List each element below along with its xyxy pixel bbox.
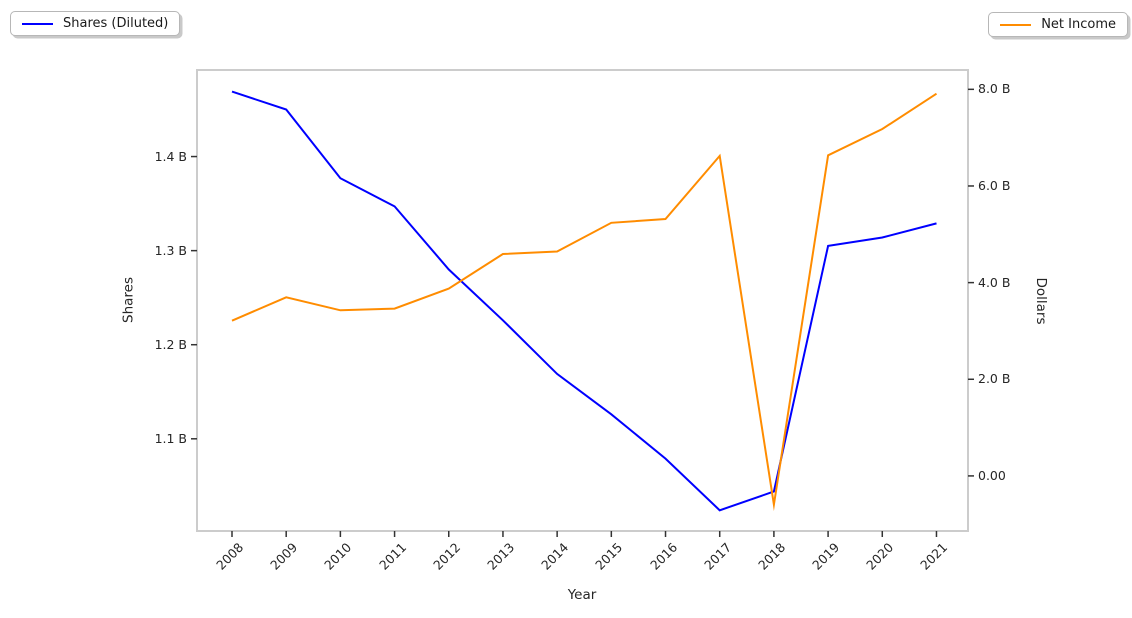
right-tick-label: 8.0 B — [978, 81, 1011, 97]
left-tick-label: 1.2 B — [154, 336, 187, 352]
series-line-1 — [231, 92, 938, 512]
right-tick-label: 2.0 B — [978, 371, 1011, 387]
left-tick-label: 1.3 B — [154, 242, 187, 258]
left-tick-label: 1.4 B — [154, 148, 187, 164]
series-line-0 — [231, 90, 937, 512]
left-tick-label: 1.1 B — [154, 430, 187, 446]
right-axis-title: Dollars — [1032, 277, 1049, 325]
right-tick-label: 4.0 B — [978, 274, 1011, 290]
legend-net-income-label: Net Income — [1041, 17, 1116, 32]
legend-net-income: Net Income — [988, 12, 1128, 37]
net-income-line-swatch — [1000, 23, 1032, 26]
right-tick-label: 0.00 — [978, 467, 1006, 483]
legend-shares-diluted: Shares (Diluted) — [10, 11, 181, 36]
x-axis-title: Year — [567, 587, 597, 603]
left-axis-title: Shares — [120, 277, 137, 323]
right-tick-label: 6.0 B — [978, 177, 1011, 193]
shares-line-swatch — [22, 22, 53, 25]
legend-shares-label: Shares (Diluted) — [63, 16, 169, 31]
axes-border — [196, 69, 969, 532]
